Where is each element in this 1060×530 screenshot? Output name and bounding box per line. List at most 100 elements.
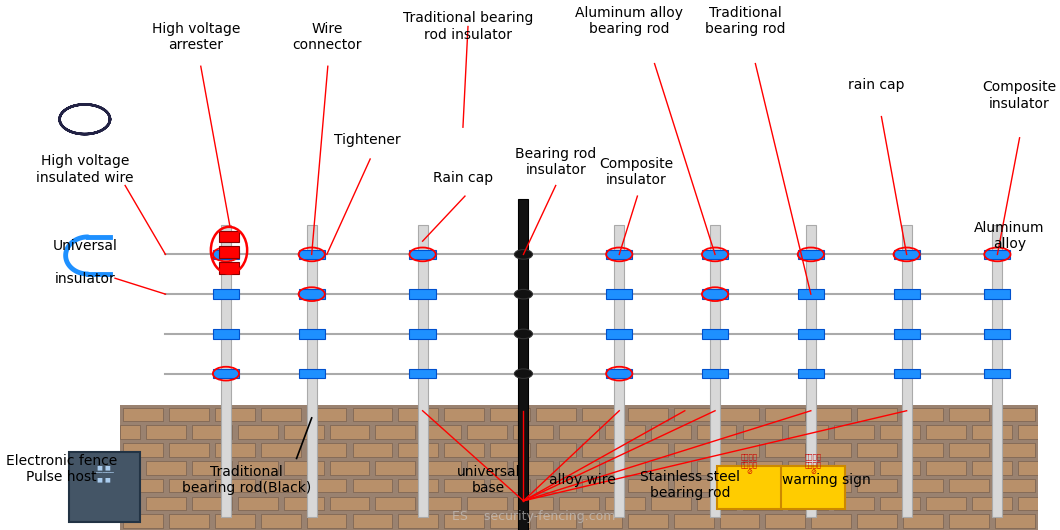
Bar [299, 289, 324, 299]
Bar [1018, 426, 1038, 439]
Bar [490, 479, 530, 492]
Bar [811, 479, 851, 492]
Bar [798, 250, 824, 259]
Bar [120, 426, 140, 439]
Bar [123, 443, 163, 457]
Bar [219, 262, 240, 274]
Bar [811, 408, 851, 421]
Bar [582, 479, 622, 492]
Bar [651, 497, 690, 510]
Bar [219, 246, 240, 258]
Bar [858, 479, 897, 492]
Bar [353, 408, 392, 421]
Bar [353, 443, 392, 457]
Bar [261, 408, 301, 421]
Bar [880, 461, 920, 474]
Bar [399, 443, 438, 457]
Bar [536, 479, 576, 492]
Bar [858, 514, 897, 528]
Bar [582, 408, 622, 421]
Circle shape [514, 289, 532, 299]
Bar [605, 426, 644, 439]
Bar [834, 497, 874, 510]
Bar [213, 250, 240, 259]
Bar [798, 329, 824, 339]
Bar [409, 329, 436, 339]
Text: High voltage
insulated wire: High voltage insulated wire [36, 155, 134, 184]
Bar [995, 408, 1035, 421]
Text: Composite
insulator: Composite insulator [983, 81, 1057, 110]
Text: Stainless steel
bearing rod: Stainless steel bearing rod [640, 470, 740, 500]
Bar [399, 514, 438, 528]
Bar [972, 461, 1011, 474]
Bar [220, 225, 231, 517]
Bar [213, 369, 240, 378]
Text: Electronic fence
Pulse host: Electronic fence Pulse host [6, 454, 118, 484]
Bar [696, 426, 737, 439]
Bar [375, 461, 416, 474]
Bar [375, 426, 416, 439]
Text: Traditional
bearing rod(Black): Traditional bearing rod(Black) [181, 465, 311, 494]
Bar [674, 514, 713, 528]
Bar [120, 461, 140, 474]
Bar [903, 408, 943, 421]
Bar [811, 514, 851, 528]
Bar [237, 461, 278, 474]
Text: 电子围栏
禁止靠近
⊘: 电子围栏 禁止靠近 ⊘ [741, 453, 758, 474]
Bar [702, 289, 728, 299]
Bar [894, 250, 920, 259]
Bar [702, 369, 728, 378]
Bar [146, 426, 185, 439]
Bar [628, 443, 668, 457]
Bar [409, 369, 436, 378]
Bar [536, 514, 576, 528]
Bar [353, 479, 392, 492]
Bar [299, 250, 324, 259]
Bar [765, 443, 806, 457]
Text: Bearing rod
insulator: Bearing rod insulator [515, 147, 597, 176]
Bar [985, 289, 1010, 299]
Text: Aluminum alloy
bearing rod: Aluminum alloy bearing rod [576, 6, 684, 36]
Bar [123, 408, 163, 421]
Bar [536, 443, 576, 457]
Circle shape [514, 250, 532, 259]
Bar [720, 479, 759, 492]
Bar [306, 514, 347, 528]
Text: Wire
connector: Wire connector [293, 22, 361, 52]
Bar [789, 461, 828, 474]
Bar [284, 497, 323, 510]
Bar [123, 479, 163, 492]
Bar [614, 225, 624, 517]
Bar [467, 461, 507, 474]
Circle shape [514, 329, 532, 339]
Bar [559, 497, 599, 510]
Bar [894, 369, 920, 378]
Bar [306, 443, 347, 457]
Bar [444, 408, 484, 421]
Text: High voltage
arrester: High voltage arrester [152, 22, 240, 52]
Bar [949, 443, 989, 457]
Bar [702, 329, 728, 339]
Bar [467, 497, 507, 510]
Bar [192, 461, 232, 474]
Text: universal
base: universal base [457, 465, 519, 494]
Bar [559, 426, 599, 439]
Bar [765, 514, 806, 528]
Bar [582, 514, 622, 528]
Bar [169, 408, 209, 421]
Bar [949, 479, 989, 492]
Bar [834, 426, 874, 439]
Bar [651, 461, 690, 474]
Bar [444, 479, 484, 492]
Bar [421, 426, 461, 439]
Bar [330, 497, 370, 510]
Bar [444, 514, 484, 528]
Bar [720, 408, 759, 421]
Bar [330, 461, 370, 474]
Bar [192, 497, 232, 510]
Bar [926, 426, 966, 439]
Text: Universal

insulator: Universal insulator [52, 239, 118, 286]
Bar [237, 426, 278, 439]
Bar [798, 289, 824, 299]
Bar [903, 479, 943, 492]
